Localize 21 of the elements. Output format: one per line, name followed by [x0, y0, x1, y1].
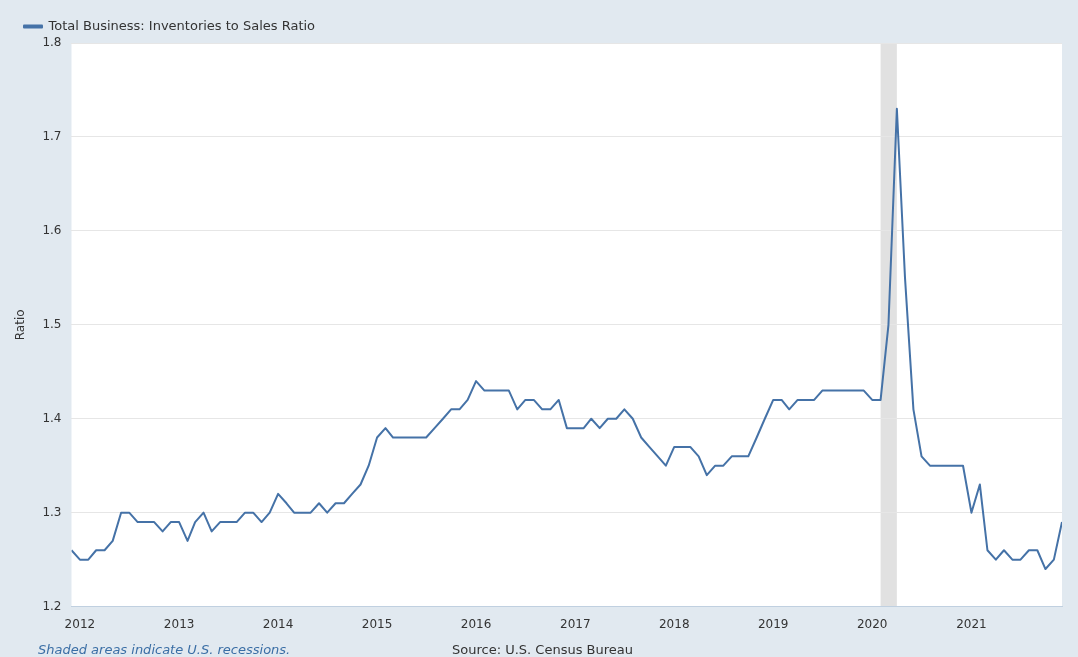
x-tick-label: 2021	[956, 616, 987, 631]
x-tick-label: 2012	[64, 616, 96, 631]
legend-label: Total Business: Inventories to Sales Ratio	[47, 17, 316, 33]
y-tick-label: 1.6	[42, 222, 62, 237]
x-tick-label: 2013	[163, 616, 195, 631]
x-tick-label: 2014	[262, 616, 294, 631]
x-tick-label: 2018	[658, 616, 690, 631]
x-tick-label: 2019	[757, 616, 789, 631]
x-tick-label: 2015	[361, 616, 393, 631]
y-tick-label: 1.8	[42, 35, 62, 50]
y-tick-label: 1.4	[42, 410, 62, 425]
y-axis-title: Ratio	[13, 309, 28, 341]
text: Shaded areas indicate U.S. recessions.	[38, 641, 291, 657]
x-tick-label: 2020	[856, 616, 888, 631]
y-tick-label: 1.5	[42, 316, 62, 331]
y-tick-label: 1.7	[42, 129, 62, 144]
x-tick-label: 2017	[560, 616, 591, 631]
y-tick-label: 1.2	[42, 598, 62, 613]
x-tick-label: 2016	[460, 616, 492, 631]
source-note: Source: U.S. Census Bureau	[452, 641, 633, 657]
y-tick-label: 1.3	[42, 504, 62, 519]
